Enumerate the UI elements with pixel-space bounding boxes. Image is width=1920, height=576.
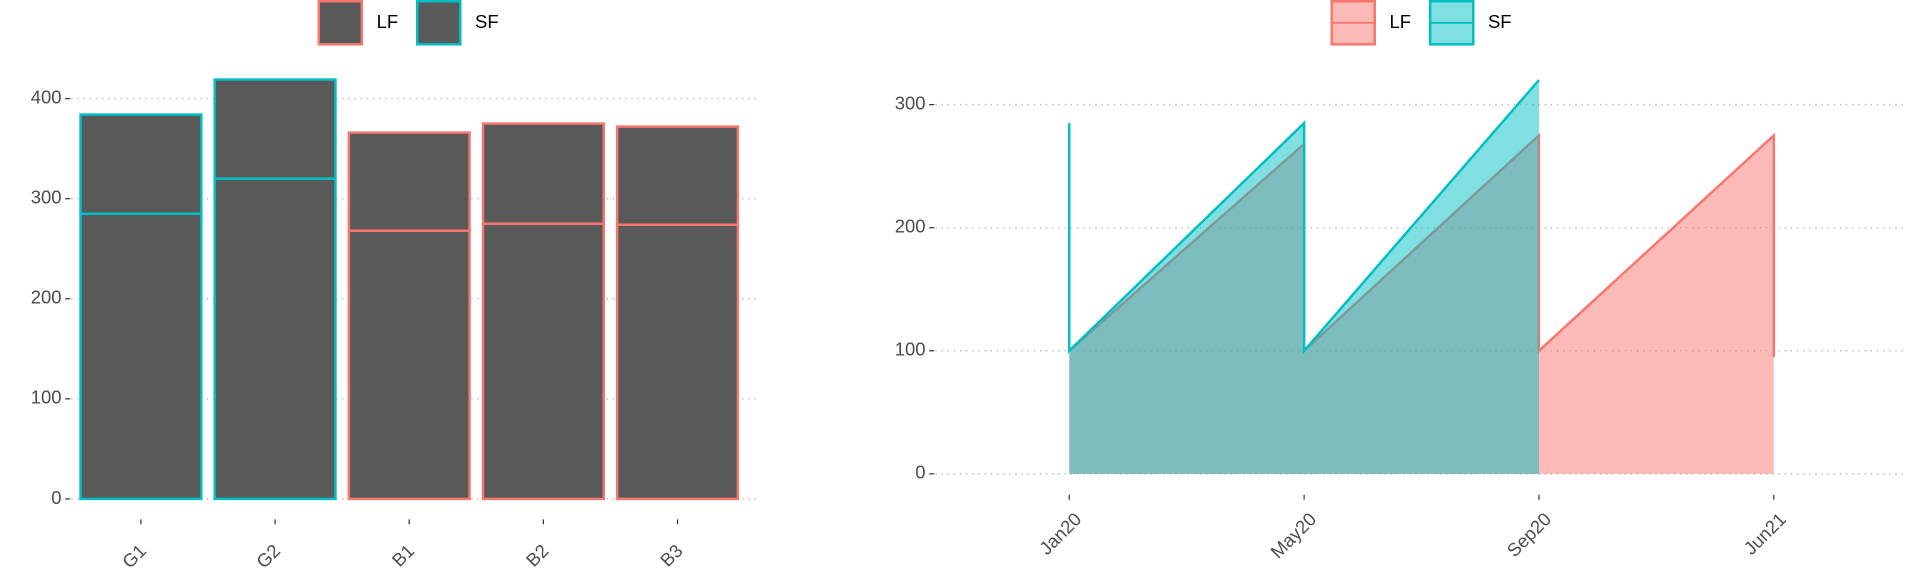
bar-segment (615, 223, 740, 501)
y-tick-label: 0 (51, 487, 61, 508)
legend-key (416, 0, 462, 46)
y-tick-label: 300 (895, 92, 926, 113)
bar-segment (347, 131, 471, 232)
y-tick-label: 0 (915, 462, 925, 483)
y-tick-label: 200 (895, 216, 926, 237)
x-tick-label: Jan20 (1035, 508, 1085, 558)
x-tick-label: G2 (252, 540, 284, 572)
line (1068, 79, 1540, 355)
y-tick-label: 400 (31, 86, 62, 107)
legend-label: LF (377, 11, 399, 32)
legend-label: SF (475, 11, 499, 32)
bar-segment (481, 122, 605, 225)
bar-segment (79, 212, 203, 501)
y-tick-label: 300 (31, 187, 62, 208)
x-tick-label: G1 (118, 540, 150, 572)
y-tick-label: 100 (31, 387, 62, 408)
x-tick-label: May20 (1266, 508, 1320, 562)
bar-segment (213, 78, 337, 180)
x-tick-label: B3 (656, 540, 687, 571)
bar-segment (481, 222, 605, 501)
x-tick-label: Jun21 (1740, 508, 1790, 558)
x-tick-label: B2 (522, 540, 553, 571)
legend-key (317, 0, 364, 46)
x-tick-label: Sep20 (1503, 508, 1556, 561)
legend-label: SF (1488, 11, 1512, 32)
y-tick-label: 100 (895, 339, 926, 360)
y-tick-label: 200 (31, 287, 62, 308)
bar-segment (347, 229, 471, 501)
bar-segment (79, 113, 203, 215)
x-tick-label: B1 (388, 540, 419, 571)
legend-label: LF (1390, 11, 1412, 32)
bar-segment (615, 125, 740, 226)
bar-segment (213, 177, 337, 501)
